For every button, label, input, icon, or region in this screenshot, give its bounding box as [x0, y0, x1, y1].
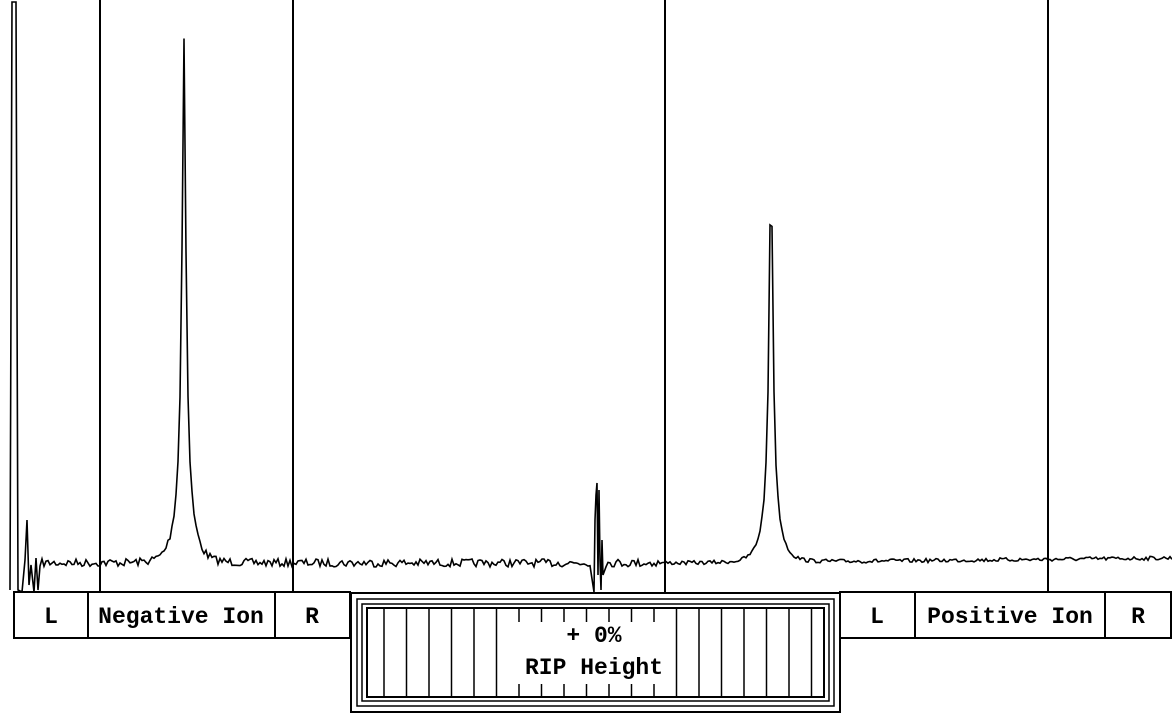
panel-title: Negative Ion [98, 604, 264, 630]
gauge-scale [366, 607, 825, 698]
right-button-label: R [1131, 604, 1145, 630]
title-box [87, 591, 276, 639]
gauge-frame [361, 603, 830, 702]
left-button-label: L [870, 604, 884, 630]
gauge-frame [350, 592, 841, 713]
spectrum-trace [9, 1, 1172, 594]
gauge-frame [356, 598, 835, 707]
right-button[interactable] [1104, 591, 1172, 639]
negative-panel: L Negative Ion R [13, 591, 351, 639]
left-button[interactable] [839, 591, 916, 639]
left-button-label: L [44, 604, 58, 630]
gauge-value: + 0% [566, 623, 621, 649]
left-button[interactable] [13, 591, 89, 639]
positive-panel: L Positive Ion R [839, 591, 1172, 639]
right-button-label: R [305, 604, 319, 630]
panel-title: Positive Ion [927, 604, 1093, 630]
window-markers [99, 0, 1049, 592]
gauge-label: RIP Height [525, 655, 663, 681]
rip-gauge: + 0% RIP Height [350, 592, 841, 713]
